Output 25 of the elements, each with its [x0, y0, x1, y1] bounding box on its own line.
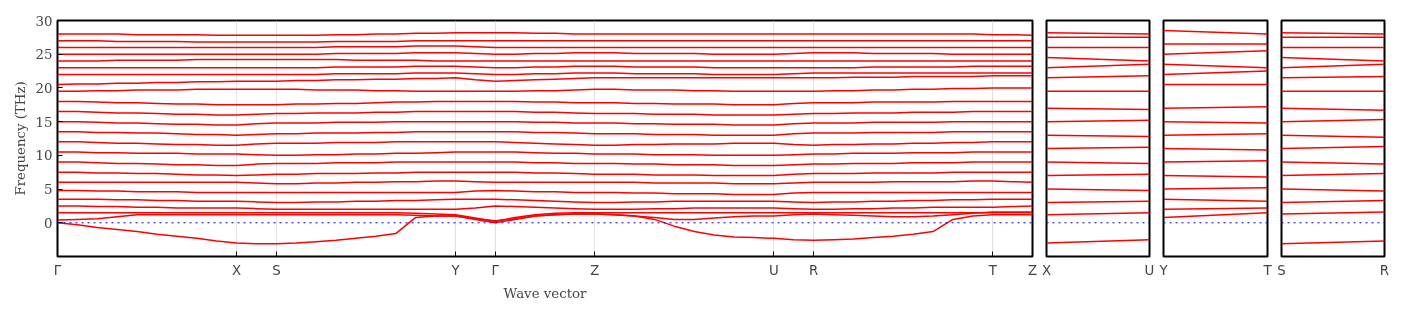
- x-tick-label: Z: [590, 262, 600, 278]
- y-tick-label: 20: [35, 80, 53, 96]
- x-tick-label: Γ: [491, 262, 500, 278]
- x-tick-label: T: [987, 262, 998, 278]
- y-axis-title: Frequency (THz): [12, 81, 28, 196]
- x-tick-label: Y: [450, 262, 461, 278]
- x-tick-label: R: [1379, 262, 1390, 278]
- y-tick-label: 10: [35, 148, 53, 164]
- x-tick-label: X: [232, 262, 242, 278]
- x-tick-label: U: [1144, 262, 1155, 278]
- x-tick-label: T: [1262, 262, 1273, 278]
- x-axis-title: Wave vector: [503, 285, 588, 301]
- x-tick-label: Y: [1158, 262, 1169, 278]
- x-tick-label: U: [768, 262, 779, 278]
- x-tick-label: Z: [1027, 262, 1038, 278]
- y-tick-label: 25: [35, 47, 53, 63]
- y-tick-label: 15: [35, 114, 53, 130]
- x-tick-label: S: [272, 262, 281, 278]
- x-tick-label: Γ: [53, 262, 62, 278]
- y-tick-label: 5: [44, 182, 53, 198]
- x-tick-label: X: [1041, 262, 1052, 278]
- x-tick-label: R: [808, 262, 819, 278]
- y-tick-label: 0: [44, 215, 53, 231]
- x-tick-label: S: [1277, 262, 1286, 278]
- y-tick-label: 30: [35, 13, 53, 29]
